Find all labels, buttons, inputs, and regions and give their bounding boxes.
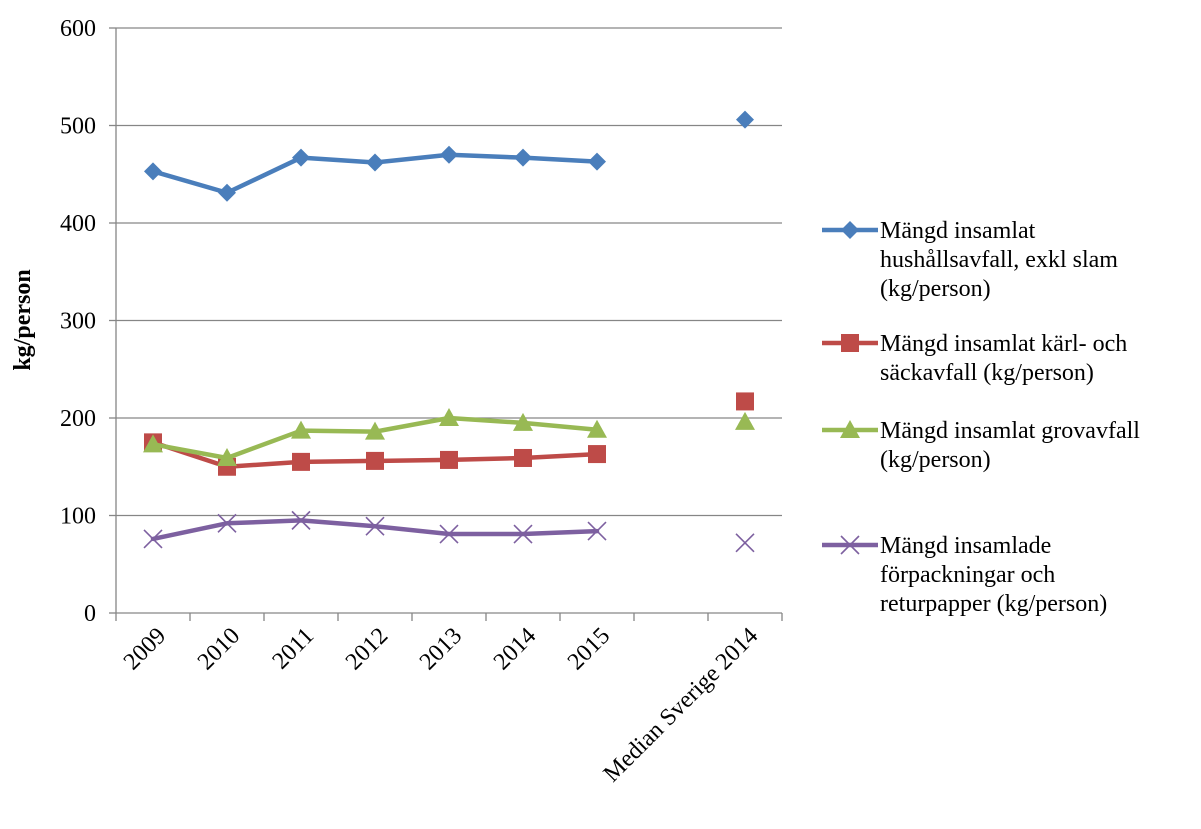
data-point <box>513 412 533 431</box>
data-point <box>366 153 384 172</box>
data-point <box>514 448 532 467</box>
legend-label: Mängd insamlat kärl- och <box>880 331 1127 357</box>
x-tick-label: 2012 <box>341 623 393 675</box>
legend-label: Mängd insamlade <box>880 533 1051 559</box>
data-point <box>365 421 385 440</box>
data-point <box>588 445 606 464</box>
y-tick-label: 200 <box>60 406 96 432</box>
y-tick-label: 400 <box>60 211 96 237</box>
x-marker-stroke <box>439 524 459 544</box>
data-point <box>217 513 237 533</box>
x-tick-label: Median Sverige 2014 <box>599 623 763 787</box>
x-marker-stroke <box>217 513 237 533</box>
x-marker-stroke <box>840 535 860 555</box>
data-point <box>217 447 237 466</box>
data-point <box>440 145 458 164</box>
data-point <box>144 162 162 181</box>
y-axis-label: kg/person <box>10 269 36 370</box>
legend-label: (kg/person) <box>880 447 991 473</box>
data-point <box>291 510 311 530</box>
legend: Mängd insamlat hushållsavfall, exkl slam (… <box>822 218 1140 617</box>
x-tick-label: 2015 <box>563 623 615 675</box>
legend-entry-4: Mängd insamlade förpackningar och returpap… <box>822 533 1107 617</box>
data-point <box>292 148 310 167</box>
gridlines <box>116 27 782 517</box>
legend-label: hushållsavfall, exkl slam <box>880 247 1118 273</box>
series-1 <box>144 110 754 202</box>
x-marker-stroke <box>513 524 533 544</box>
series-group <box>143 110 755 553</box>
legend-label: (kg/person) <box>880 276 991 302</box>
x-tick-label: 2014 <box>489 623 541 675</box>
data-point <box>143 434 163 453</box>
data-point <box>513 524 533 544</box>
data-point <box>291 420 311 439</box>
data-point <box>514 148 532 167</box>
x-tick-label: 2009 <box>119 623 171 675</box>
data-point <box>366 451 384 470</box>
x-marker-stroke <box>365 516 385 536</box>
legend-swatch-marker <box>841 221 859 239</box>
x-marker-stroke <box>735 533 755 553</box>
legend-swatch-marker <box>840 420 860 438</box>
data-point <box>735 411 755 430</box>
x-marker-stroke <box>143 529 163 549</box>
legend-label: säckavfall (kg/person) <box>880 360 1094 386</box>
legend-entry-1: Mängd insamlat hushållsavfall, exkl slam (… <box>822 218 1118 302</box>
y-tick-label: 0 <box>84 601 96 627</box>
data-point <box>587 521 607 541</box>
data-point <box>736 110 754 129</box>
legend-entry-3: Mängd insamlat grovavfall (kg/person) <box>822 418 1140 473</box>
x-tick-label: 2011 <box>268 623 320 675</box>
data-point <box>735 533 755 553</box>
legend-label: returpapper (kg/person) <box>880 591 1107 617</box>
series-4 <box>143 510 755 553</box>
data-point <box>365 516 385 536</box>
data-point <box>588 152 606 171</box>
data-point <box>440 450 458 469</box>
series-3 <box>143 408 755 466</box>
data-point <box>143 529 163 549</box>
data-point <box>736 392 754 411</box>
legend-entry-2: Mängd insamlat kärl- och säckavfall (kg/p… <box>822 331 1127 386</box>
legend-label: Mängd insamlat <box>880 218 1036 244</box>
data-point <box>587 419 607 438</box>
data-point <box>218 183 236 202</box>
data-point <box>439 524 459 544</box>
legend-swatch-marker <box>841 334 859 352</box>
legend-swatch-marker <box>840 535 860 555</box>
series-2 <box>144 392 754 476</box>
y-tick-label: 300 <box>60 309 96 335</box>
y-tick-label: 100 <box>60 504 96 530</box>
axes: 0 100 200 300 400 500 600 2009 2010 2011 2012 2013 2… <box>10 16 783 787</box>
x-marker-stroke <box>587 521 607 541</box>
data-point <box>439 408 459 426</box>
x-tick-label: 2013 <box>415 623 467 675</box>
x-tick-label: 2010 <box>193 623 245 675</box>
data-point <box>292 452 310 471</box>
legend-label: Mängd insamlat grovavfall <box>880 418 1140 444</box>
y-tick-label: 500 <box>60 114 96 140</box>
x-marker-stroke <box>291 510 311 530</box>
legend-label: förpackningar och <box>880 562 1055 588</box>
y-tick-label: 600 <box>60 16 96 42</box>
